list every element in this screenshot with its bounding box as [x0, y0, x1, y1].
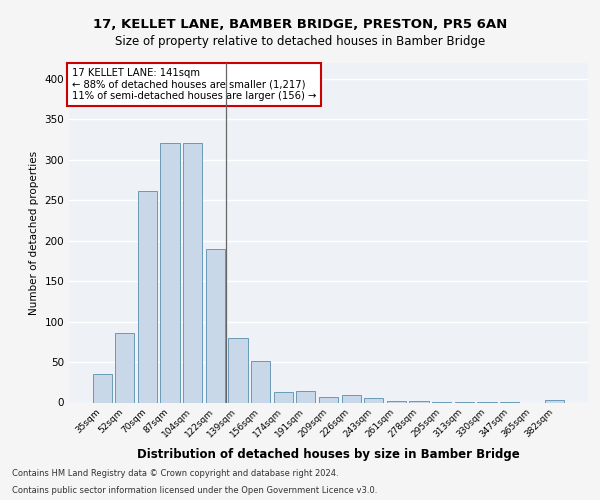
X-axis label: Distribution of detached houses by size in Bamber Bridge: Distribution of detached houses by size …	[137, 448, 520, 461]
Bar	[341, 395, 361, 402]
Bar	[229, 338, 248, 402]
Bar	[251, 361, 270, 403]
Bar	[206, 248, 225, 402]
Bar	[545, 400, 565, 402]
Bar	[138, 191, 157, 402]
Bar	[92, 374, 112, 402]
Bar	[274, 392, 293, 402]
Bar	[115, 333, 134, 402]
Text: 17, KELLET LANE, BAMBER BRIDGE, PRESTON, PR5 6AN: 17, KELLET LANE, BAMBER BRIDGE, PRESTON,…	[93, 18, 507, 30]
Bar	[364, 398, 383, 402]
Bar	[160, 144, 180, 402]
Bar	[409, 401, 428, 402]
Bar	[387, 401, 406, 402]
Bar	[296, 391, 316, 402]
Text: Contains HM Land Registry data © Crown copyright and database right 2024.: Contains HM Land Registry data © Crown c…	[12, 468, 338, 477]
Text: Contains public sector information licensed under the Open Government Licence v3: Contains public sector information licen…	[12, 486, 377, 495]
Text: 17 KELLET LANE: 141sqm
← 88% of detached houses are smaller (1,217)
11% of semi-: 17 KELLET LANE: 141sqm ← 88% of detached…	[71, 68, 316, 101]
Bar	[319, 397, 338, 402]
Y-axis label: Number of detached properties: Number of detached properties	[29, 150, 39, 314]
Bar	[183, 142, 202, 402]
Text: Size of property relative to detached houses in Bamber Bridge: Size of property relative to detached ho…	[115, 35, 485, 48]
